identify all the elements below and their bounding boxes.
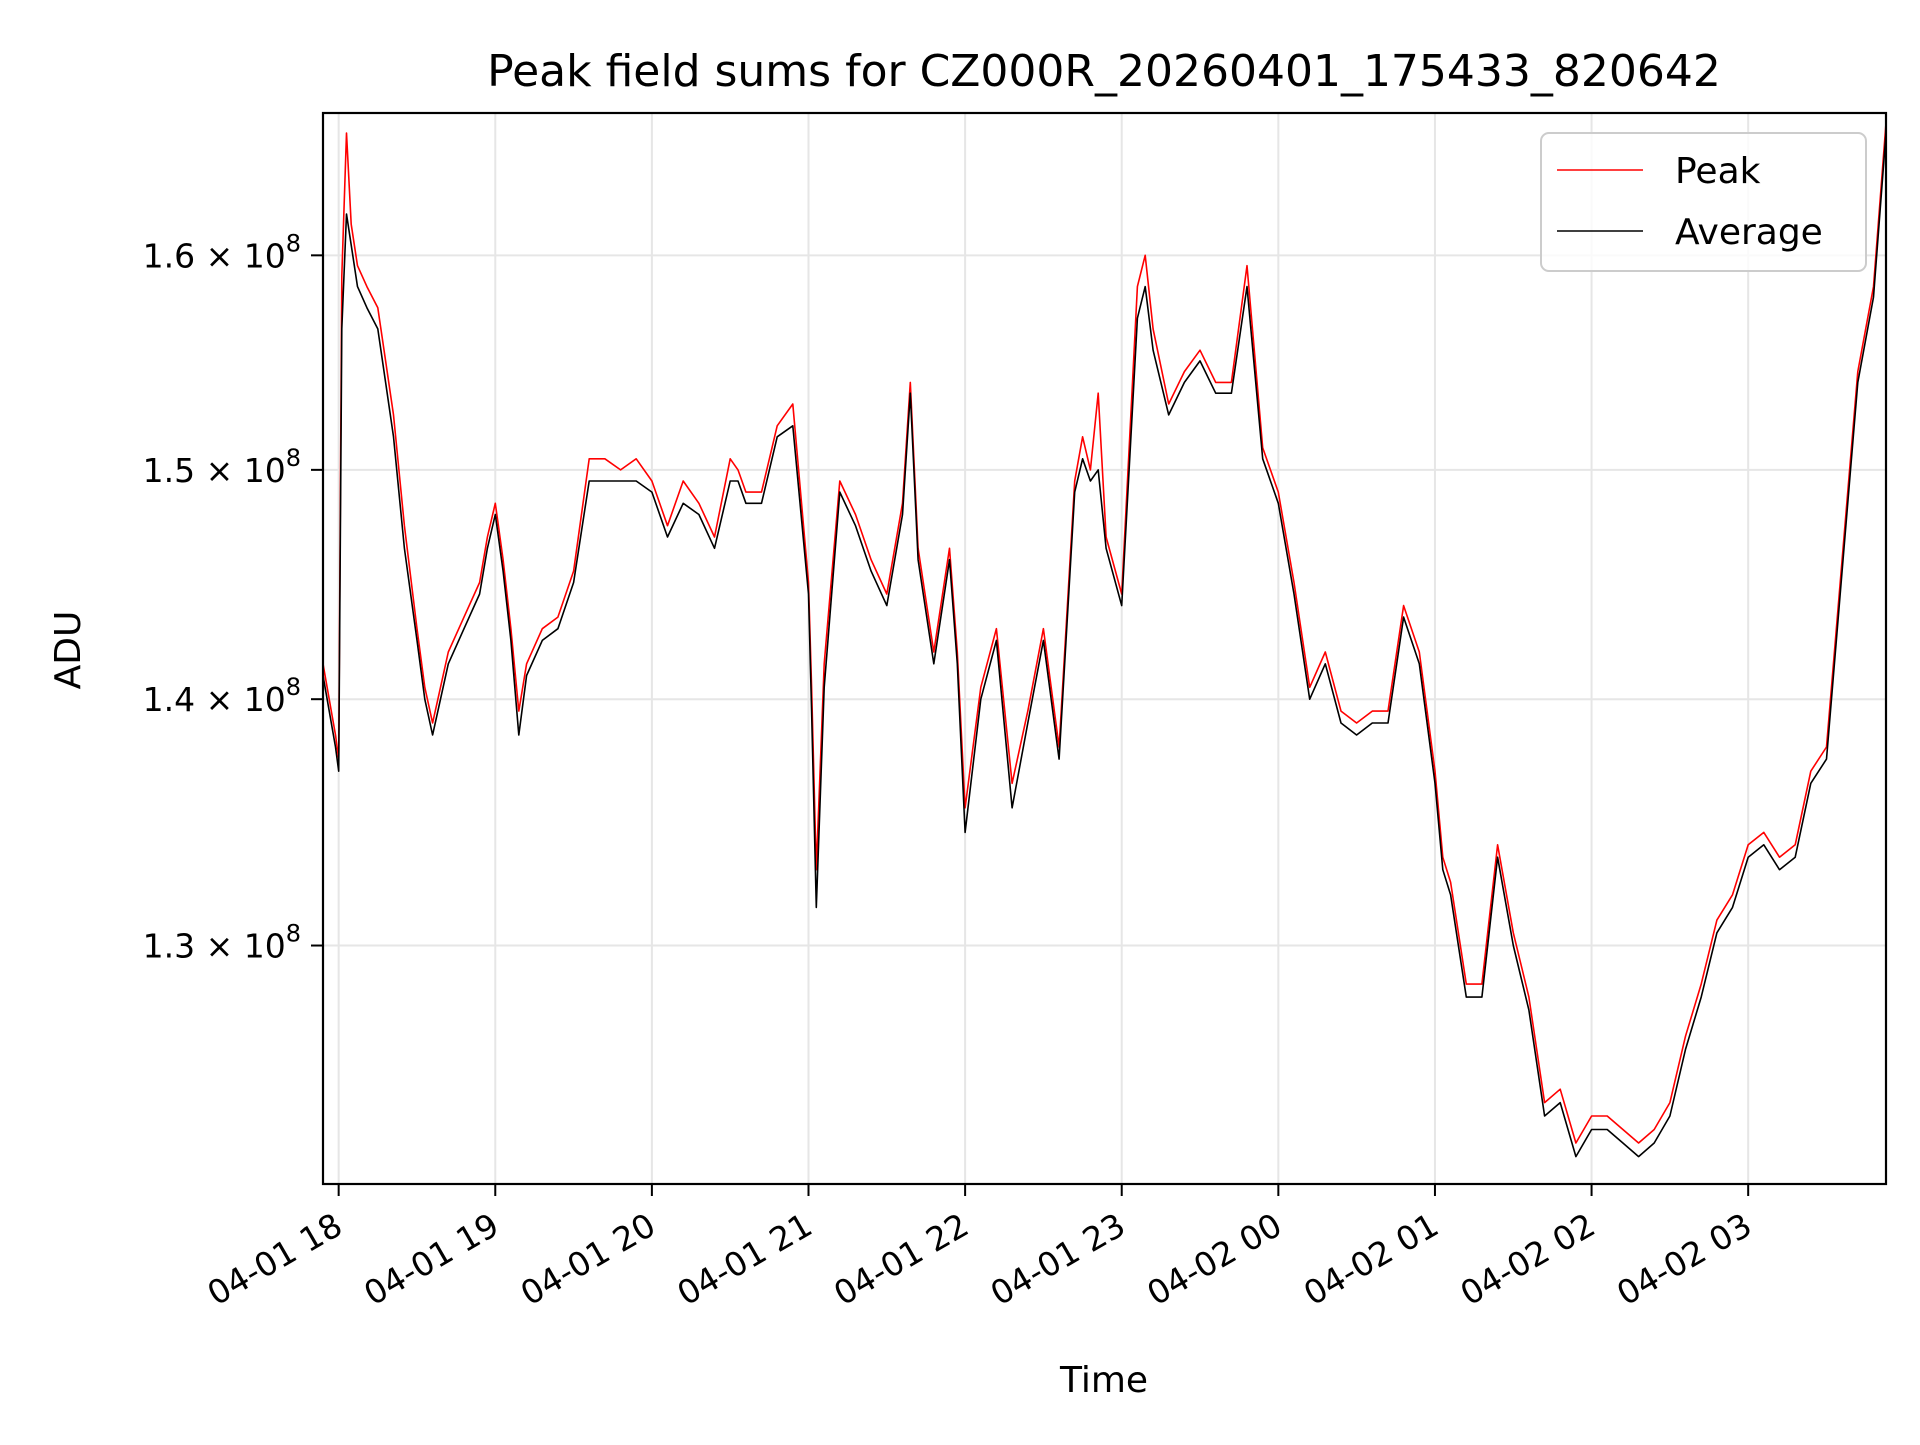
y-axis-ticks: 1.3 × 108 1.4 × 108 1.5 × 108 1.6 × 108 xyxy=(143,229,323,966)
legend: Peak Average xyxy=(1540,132,1867,272)
chart-title: Peak field sums for CZ000R_20260401_1754… xyxy=(487,46,1721,97)
plot-frame xyxy=(321,111,1888,1186)
x-axis-label: Time xyxy=(1059,1360,1148,1401)
grid xyxy=(323,113,1886,1184)
legend-label-peak: Peak xyxy=(1675,151,1761,192)
y-tick-label: 1.3 × 108 xyxy=(143,920,301,966)
series-line-average xyxy=(322,132,1887,1158)
y-tick-label: 1.5 × 108 xyxy=(143,444,301,490)
legend-box xyxy=(1540,132,1867,272)
series-lines xyxy=(322,122,1887,1158)
y-tick-label: 1.6 × 108 xyxy=(143,229,301,275)
legend-label-average: Average xyxy=(1675,212,1823,253)
series-line-peak xyxy=(322,122,1887,1144)
y-tick-label: 1.4 × 108 xyxy=(143,673,301,719)
y-axis-label: ADU xyxy=(48,611,89,690)
